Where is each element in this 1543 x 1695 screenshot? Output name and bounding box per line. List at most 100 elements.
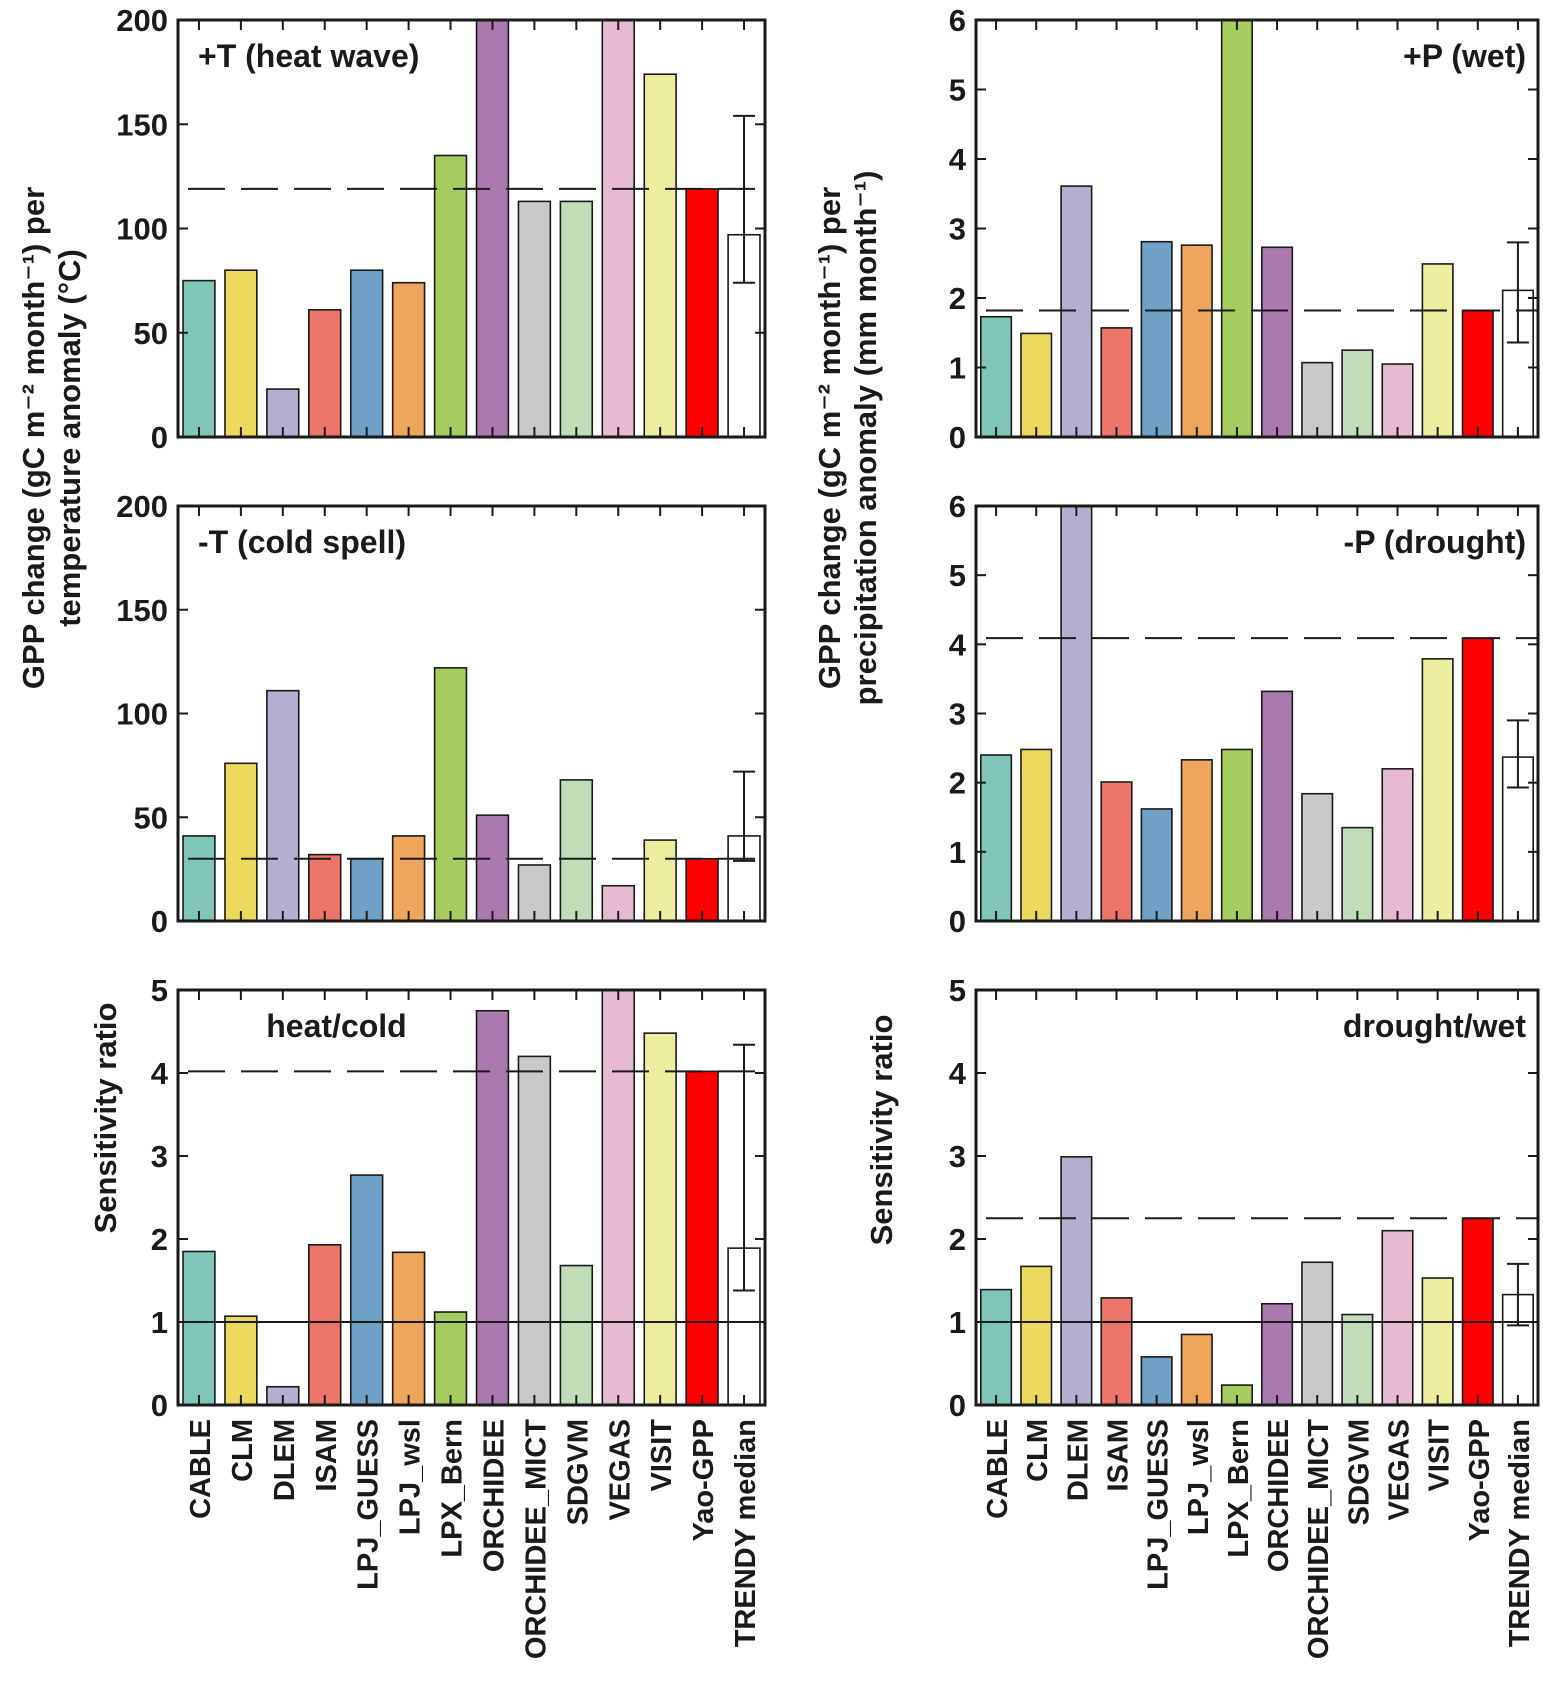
category-label-lpj-guess: LPJ_GUESS: [1143, 1419, 1175, 1590]
yticks-heat: 0 50 100 150 200: [116, 3, 765, 455]
category-label-clm: CLM: [227, 1419, 259, 1482]
ytick-label: 200: [116, 489, 168, 524]
bar-droughtwet-visit: [1421, 1277, 1454, 1405]
bar-heatcold-yao-gpp: [685, 1070, 719, 1405]
ytick-label: 5: [151, 973, 168, 1008]
category-label-orchidee: ORCHIDEE: [479, 1419, 511, 1572]
bar-cold-isam: [308, 853, 342, 921]
y-axis-labels: GPP change (gC m⁻² month⁻¹) per temperat…: [16, 171, 899, 1246]
ylabel-ratio-left: Sensitivity ratio: [88, 1003, 123, 1234]
category-label-trendy-median: TRENDY median: [730, 1419, 762, 1647]
category-label-visit: VISIT: [646, 1419, 678, 1492]
bar-drought-lpj-guess: [1140, 808, 1173, 921]
category-label-vegas: VEGAS: [1384, 1419, 1416, 1521]
category-label-yao-gpp: Yao-GPP: [688, 1419, 720, 1542]
bar-droughtwet-isam: [1100, 1297, 1133, 1405]
bar-heat-trendy-median: [727, 233, 761, 437]
xticks-drought: [995, 506, 1519, 921]
bar-wet-clm: [1020, 332, 1053, 437]
panel-droughtwet: 0 1 2 3 4 5 drought/wet: [949, 973, 1540, 1423]
bar-cold-cable: [182, 835, 216, 921]
ylabel-ratio-right: Sensitivity ratio: [864, 1015, 899, 1246]
panel-drought: 0 1 2 3 4 5 6 -P (drought): [949, 489, 1540, 939]
ytick-label: 0: [151, 420, 168, 455]
ytick-label: 4: [151, 1056, 169, 1091]
ytick-label: 2: [949, 766, 966, 801]
bar-heat-clm: [224, 269, 258, 437]
ytick-label: 2: [949, 281, 966, 316]
ytick-label: 0: [949, 420, 966, 455]
bar-heatcold-isam: [308, 1244, 342, 1405]
xticks-heat: [197, 20, 746, 437]
ytick-label: 0: [151, 1388, 168, 1423]
yticks-cold: 0 50 100 150 200: [116, 489, 765, 939]
yticks-wet: 0 1 2 3 4 5 6: [949, 3, 1538, 455]
category-label-cable: CABLE: [982, 1419, 1014, 1519]
xticks-cold: [197, 506, 746, 921]
category-label-sdgvm: SDGVM: [562, 1419, 594, 1525]
ytick-label: 1: [949, 351, 966, 386]
bar-droughtwet-orchidee: [1261, 1302, 1294, 1405]
bar-wet-orchidee: [1261, 246, 1294, 437]
bar-wet-visit: [1421, 263, 1454, 437]
axes-frame-droughtwet: [974, 988, 1540, 1407]
category-label-orchidee-mict: ORCHIDEE_MICT: [520, 1419, 552, 1659]
category-label-dlem: DLEM: [1062, 1419, 1094, 1501]
panel-cold: 0 50 100 150 200 -T (cold spell): [116, 489, 767, 939]
yticks-droughtwet: 0 1 2 3 4 5: [949, 973, 1538, 1423]
panel-heatcold: 0 1 2 3 4 5 heat/cold: [151, 973, 767, 1423]
category-label-lpj-wsl: LPJ_wsl: [395, 1419, 427, 1535]
bar-cold-lpx-bern: [433, 667, 468, 921]
bar-heatcold-lpx-bern: [433, 1311, 468, 1405]
panel-wet: 0 1 2 3 4 5 6 +P (wet): [949, 3, 1540, 455]
bar-droughtwet-orchidee-mict: [1301, 1261, 1334, 1405]
bars-droughtwet: [980, 1156, 1534, 1405]
panel-title-drought: -P (drought): [1344, 524, 1526, 560]
ytick-label: 6: [949, 3, 966, 38]
bar-drought-clm: [1020, 748, 1053, 921]
ylabel-temperature-line2: temperature anomaly (°C): [52, 249, 87, 627]
ytick-label: 0: [151, 904, 168, 939]
ytick-label: 2: [949, 1222, 966, 1257]
xticks-wet: [995, 20, 1519, 437]
category-label-cable: CABLE: [185, 1419, 217, 1519]
bar-heat-sdgvm: [559, 200, 594, 437]
category-label-isam: ISAM: [311, 1419, 343, 1492]
ytick-label: 150: [116, 107, 168, 142]
bar-droughtwet-vegas: [1381, 1229, 1414, 1405]
ytick-label: 3: [949, 1139, 966, 1174]
bars-cold: [182, 667, 761, 921]
ytick-label: 4: [949, 142, 967, 177]
bar-wet-lpj-wsl: [1180, 244, 1213, 437]
category-label-isam: ISAM: [1103, 1419, 1135, 1492]
bar-droughtwet-lpj-wsl: [1180, 1333, 1213, 1405]
bar-heat-orchidee-mict: [517, 200, 552, 437]
ytick-label: 3: [949, 697, 966, 732]
bar-heatcold-clm: [224, 1315, 258, 1405]
ytick-label: 50: [134, 800, 168, 835]
category-label-yao-gpp: Yao-GPP: [1464, 1419, 1496, 1542]
bar-heatcold-cable: [182, 1250, 216, 1405]
category-label-orchidee: ORCHIDEE: [1263, 1419, 1295, 1572]
ytick-label: 1: [151, 1305, 168, 1340]
ytick-label: 3: [949, 212, 966, 247]
ytick-label: 100: [116, 697, 168, 732]
category-label-sdgvm: SDGVM: [1343, 1419, 1375, 1525]
bar-drought-sdgvm: [1341, 826, 1374, 921]
bar-drought-yao-gpp: [1461, 637, 1494, 921]
bar-cold-yao-gpp: [685, 857, 719, 921]
bar-drought-vegas: [1381, 768, 1414, 921]
ytick-label: 5: [949, 558, 966, 593]
ytick-label: 5: [949, 973, 966, 1008]
ytick-label: 0: [949, 1388, 966, 1423]
bar-drought-visit: [1421, 658, 1454, 921]
ytick-label: 6: [949, 489, 966, 524]
category-label-vegas: VEGAS: [604, 1419, 636, 1521]
bar-heat-orchidee: [475, 20, 510, 437]
bar-droughtwet-sdgvm: [1341, 1313, 1374, 1405]
ylabel-temperature-line1: GPP change (gC m⁻² month⁻¹) per: [16, 187, 51, 689]
bar-cold-lpj-guess: [349, 857, 384, 921]
ytick-label: 0: [949, 904, 966, 939]
errorbar-heatcold: [733, 1043, 756, 1292]
bars-drought: [980, 506, 1534, 921]
